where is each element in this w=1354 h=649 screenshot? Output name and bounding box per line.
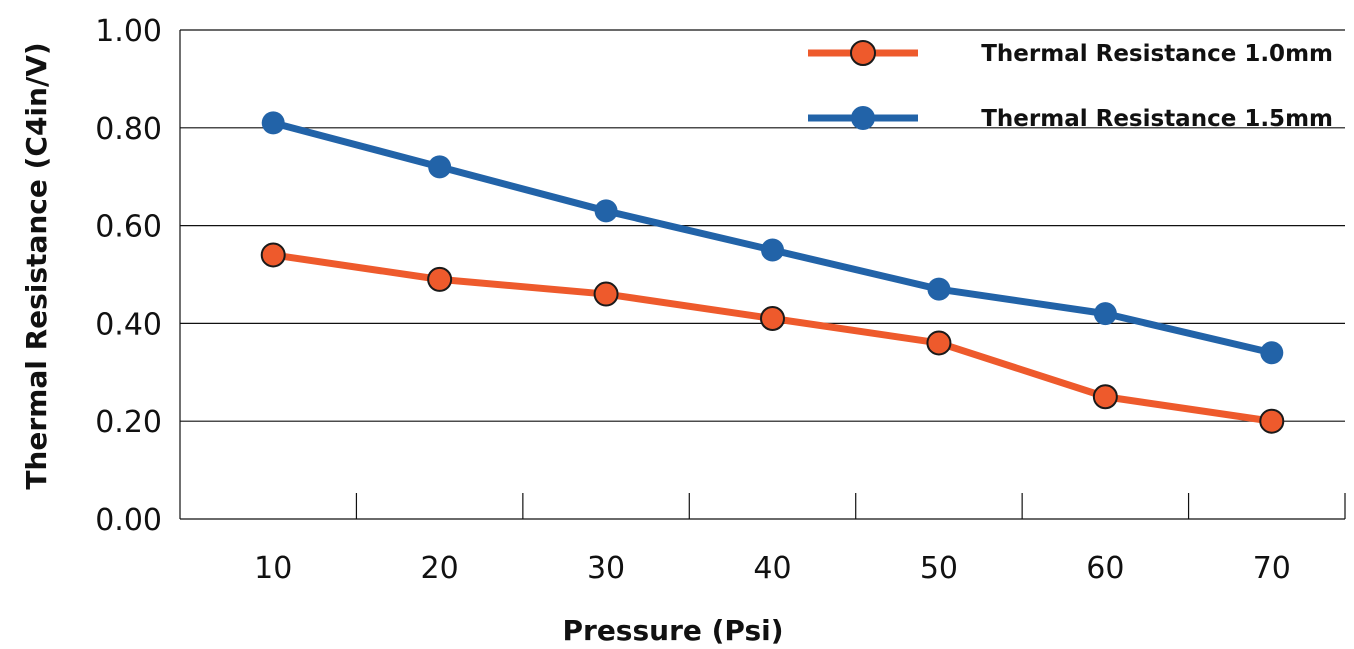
data-point xyxy=(595,283,618,306)
x-axis-title: Pressure (Psi) xyxy=(562,614,783,647)
data-point xyxy=(1094,302,1117,325)
data-point xyxy=(927,278,950,301)
x-axis-ticks: 10 20 30 40 50 60 70 xyxy=(254,551,1291,586)
data-point xyxy=(927,331,950,354)
legend: Thermal Resistance 1.0mm Thermal Resistan… xyxy=(808,41,1333,132)
gridlines xyxy=(180,30,1345,421)
y-axis-ticks: 0.00 0.20 0.40 0.60 0.80 1.00 xyxy=(95,14,162,538)
y-tick-label: 0.80 xyxy=(95,112,162,147)
series-group xyxy=(262,111,1284,432)
x-tick-label: 60 xyxy=(1086,551,1124,586)
data-point xyxy=(428,155,451,178)
data-point xyxy=(262,111,285,134)
y-tick-label: 0.20 xyxy=(95,405,162,440)
data-point xyxy=(761,307,784,330)
data-point xyxy=(761,239,784,262)
y-tick-label: 0.60 xyxy=(95,210,162,245)
data-point xyxy=(1094,385,1117,408)
x-tick-label: 30 xyxy=(587,551,625,586)
axes xyxy=(180,30,1345,519)
x-tick-label: 40 xyxy=(753,551,791,586)
legend-label: Thermal Resistance 1.0mm xyxy=(981,41,1333,67)
data-point xyxy=(1260,341,1283,364)
y-tick-label: 0.40 xyxy=(95,307,162,342)
y-axis-title: Thermal Resistance (C4in/V) xyxy=(20,42,53,489)
x-tick-label: 10 xyxy=(254,551,292,586)
x-tick-label: 50 xyxy=(920,551,958,586)
legend-marker xyxy=(851,41,875,65)
data-point xyxy=(428,268,451,291)
legend-label: Thermal Resistance 1.5mm xyxy=(981,106,1333,132)
x-tick-label: 20 xyxy=(421,551,459,586)
legend-marker xyxy=(851,106,875,130)
data-point xyxy=(1260,410,1283,433)
x-tick-label: 70 xyxy=(1253,551,1291,586)
data-point xyxy=(595,199,618,222)
series-line-1 xyxy=(273,255,1272,421)
y-tick-label: 1.00 xyxy=(95,14,162,49)
y-tick-label: 0.00 xyxy=(95,503,162,538)
data-point xyxy=(262,243,285,266)
